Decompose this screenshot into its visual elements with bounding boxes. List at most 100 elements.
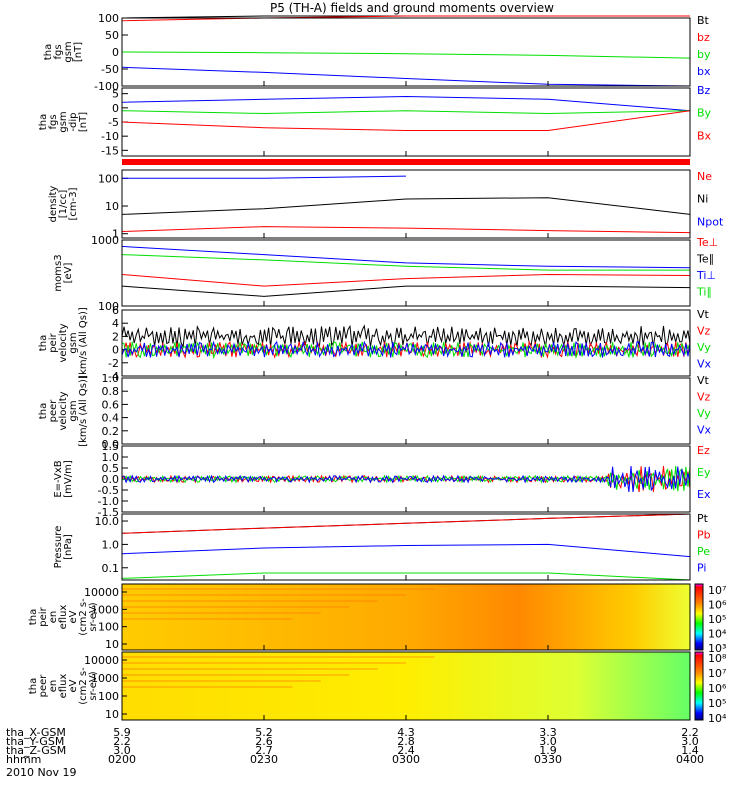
y-tick-label: 0.1 [102,562,120,575]
panel-ylabel: thapeerenefluxeV(cm2 s-sr-eV) [28,667,99,705]
panel-10: thapeerenefluxeV(cm2 s-sr-eV) 10⁸ 10⁷ 10⁶ 10… [28,651,727,725]
saturation-band [122,159,690,165]
ephemeris-value: 4.3 [397,726,415,739]
y-tick-label: 6 [112,304,119,317]
colorbar-tick: 10⁴ [708,712,727,725]
spectrogram-band [122,588,435,590]
y-tick-label: -5 [108,116,119,129]
legend-entry: Vz [697,325,711,338]
series-line [121,324,691,349]
y-tick-label: -15 [101,144,119,157]
colorbar-tick: 10³ [708,642,726,655]
y-tick-label: -10 [101,130,119,143]
ephemeris-value: 2.7 [255,744,273,757]
series-line [121,66,691,87]
series-line [121,513,691,534]
legend-entry: Ti⊥ [696,269,716,282]
y-tick-label: 10 [105,708,119,721]
ephemeris-value: 3.0 [113,744,131,757]
panel-ylabel: thapeervelocitygsm[km/s (All Qs)] [38,375,89,447]
legend-entry: Vy [697,341,711,354]
ephemeris-label: tha_Z-GSM [6,744,66,757]
y-tick-label: 0.0 [102,438,120,451]
legend-entry: Bx [697,129,712,142]
legend-entry: Pe [697,545,710,558]
panel-frame [121,377,691,445]
series-line [121,226,691,234]
y-tick-label: 0.6 [102,398,120,411]
colorbar-tick: 10⁶ [708,599,727,612]
panel-4: moms3[eV] 1000 100 Te⊥ Te∥ Ti⊥ Ti∥ [53,234,718,313]
ephemeris-value: 3.0 [681,735,699,748]
y-tick-label: 0.4 [102,412,120,425]
legend-entry: Ni [697,193,708,206]
panel-frame [121,239,691,307]
series-line [122,175,407,179]
spectrogram-band [122,686,293,688]
colorbar-tick: 10⁸ [708,652,727,665]
y-tick-label: 10 [105,200,119,213]
ephemeris-value: 2.8 [397,735,415,748]
y-tick-label: 1.0 [102,451,120,464]
panel-ylabel: thapeirenefluxeV(cm2 s-sr-eV) [28,598,99,636]
spectrogram-band [122,600,378,602]
ephemeris-value: 2.2 [681,726,699,739]
y-tick-label: -100 [94,80,119,93]
legend-entry: Ne [697,170,712,183]
legend-entry: Te∥ [696,253,714,266]
ephemeris-value: 5.9 [113,726,131,739]
series-line [121,285,691,297]
y-tick-label: 4 [112,317,119,330]
series-line [121,110,691,131]
panel-7: E=-VxB[mV/m]1.51.00.50.0-0.5-1.0-1.5EzEy… [53,440,711,519]
ephemeris-value: 1.4 [681,744,699,757]
ephemeris-value: 0230 [250,753,278,766]
legend-entry: Ey [697,466,711,479]
y-tick-label: -2 [108,357,119,370]
legend-entry: Bz [697,84,711,97]
legend-entry: Pb [697,529,711,542]
legend-entry: Ez [697,444,710,457]
y-tick-label: 1.0 [102,372,120,385]
ephemeris-value: 0330 [534,753,562,766]
legend-entry: Pt [697,512,709,525]
series-line [121,465,691,492]
series-line [121,15,690,22]
legend-entry: Npot [697,215,724,228]
y-tick-label: 5 [112,88,119,101]
colorbar-tick: 10⁷ [708,667,726,680]
panel-ylabel: E=-VxB[mV/m] [53,460,74,498]
series-line [121,543,691,558]
spectrogram-band [122,618,293,620]
legend-entry: Vy [697,407,711,420]
y-tick-label: 10000 [84,586,119,599]
y-tick-label: 1.0 [102,538,120,551]
y-tick-label: 1000 [91,234,119,247]
plot-date: 2010 Nov 19 [6,766,76,779]
legend-entry: Vt [697,374,710,387]
ephemeris-label: hhmm [6,753,41,766]
legend-entry: Vt [697,308,710,321]
legend-entry: Vx [697,424,712,437]
legend-entry: Bt [697,14,710,27]
y-tick-label: -0.5 [98,484,119,497]
spectrogram-band [122,680,321,682]
legend-entry: Vx [697,358,712,371]
y-tick-label: 1000 [91,603,119,616]
series-line [121,466,691,493]
ephemeris-value: 3.3 [539,726,557,739]
y-tick-label: 100 [98,12,119,25]
y-tick-label: 100 [98,172,119,185]
spectrogram [122,652,690,720]
ephemeris-value: 2.2 [113,735,131,748]
y-tick-label: -4 [108,370,119,383]
y-tick-label: 100 [98,300,119,313]
panel-ylabel: density[1/cc][cm-3] [48,186,79,223]
series-line [121,51,691,59]
y-tick-label: 100 [98,690,119,703]
legend-entry: Te⊥ [696,236,718,249]
panel-ylabel: thafgsgsm[nT] [43,41,84,62]
y-tick-label: 1000 [91,672,119,685]
